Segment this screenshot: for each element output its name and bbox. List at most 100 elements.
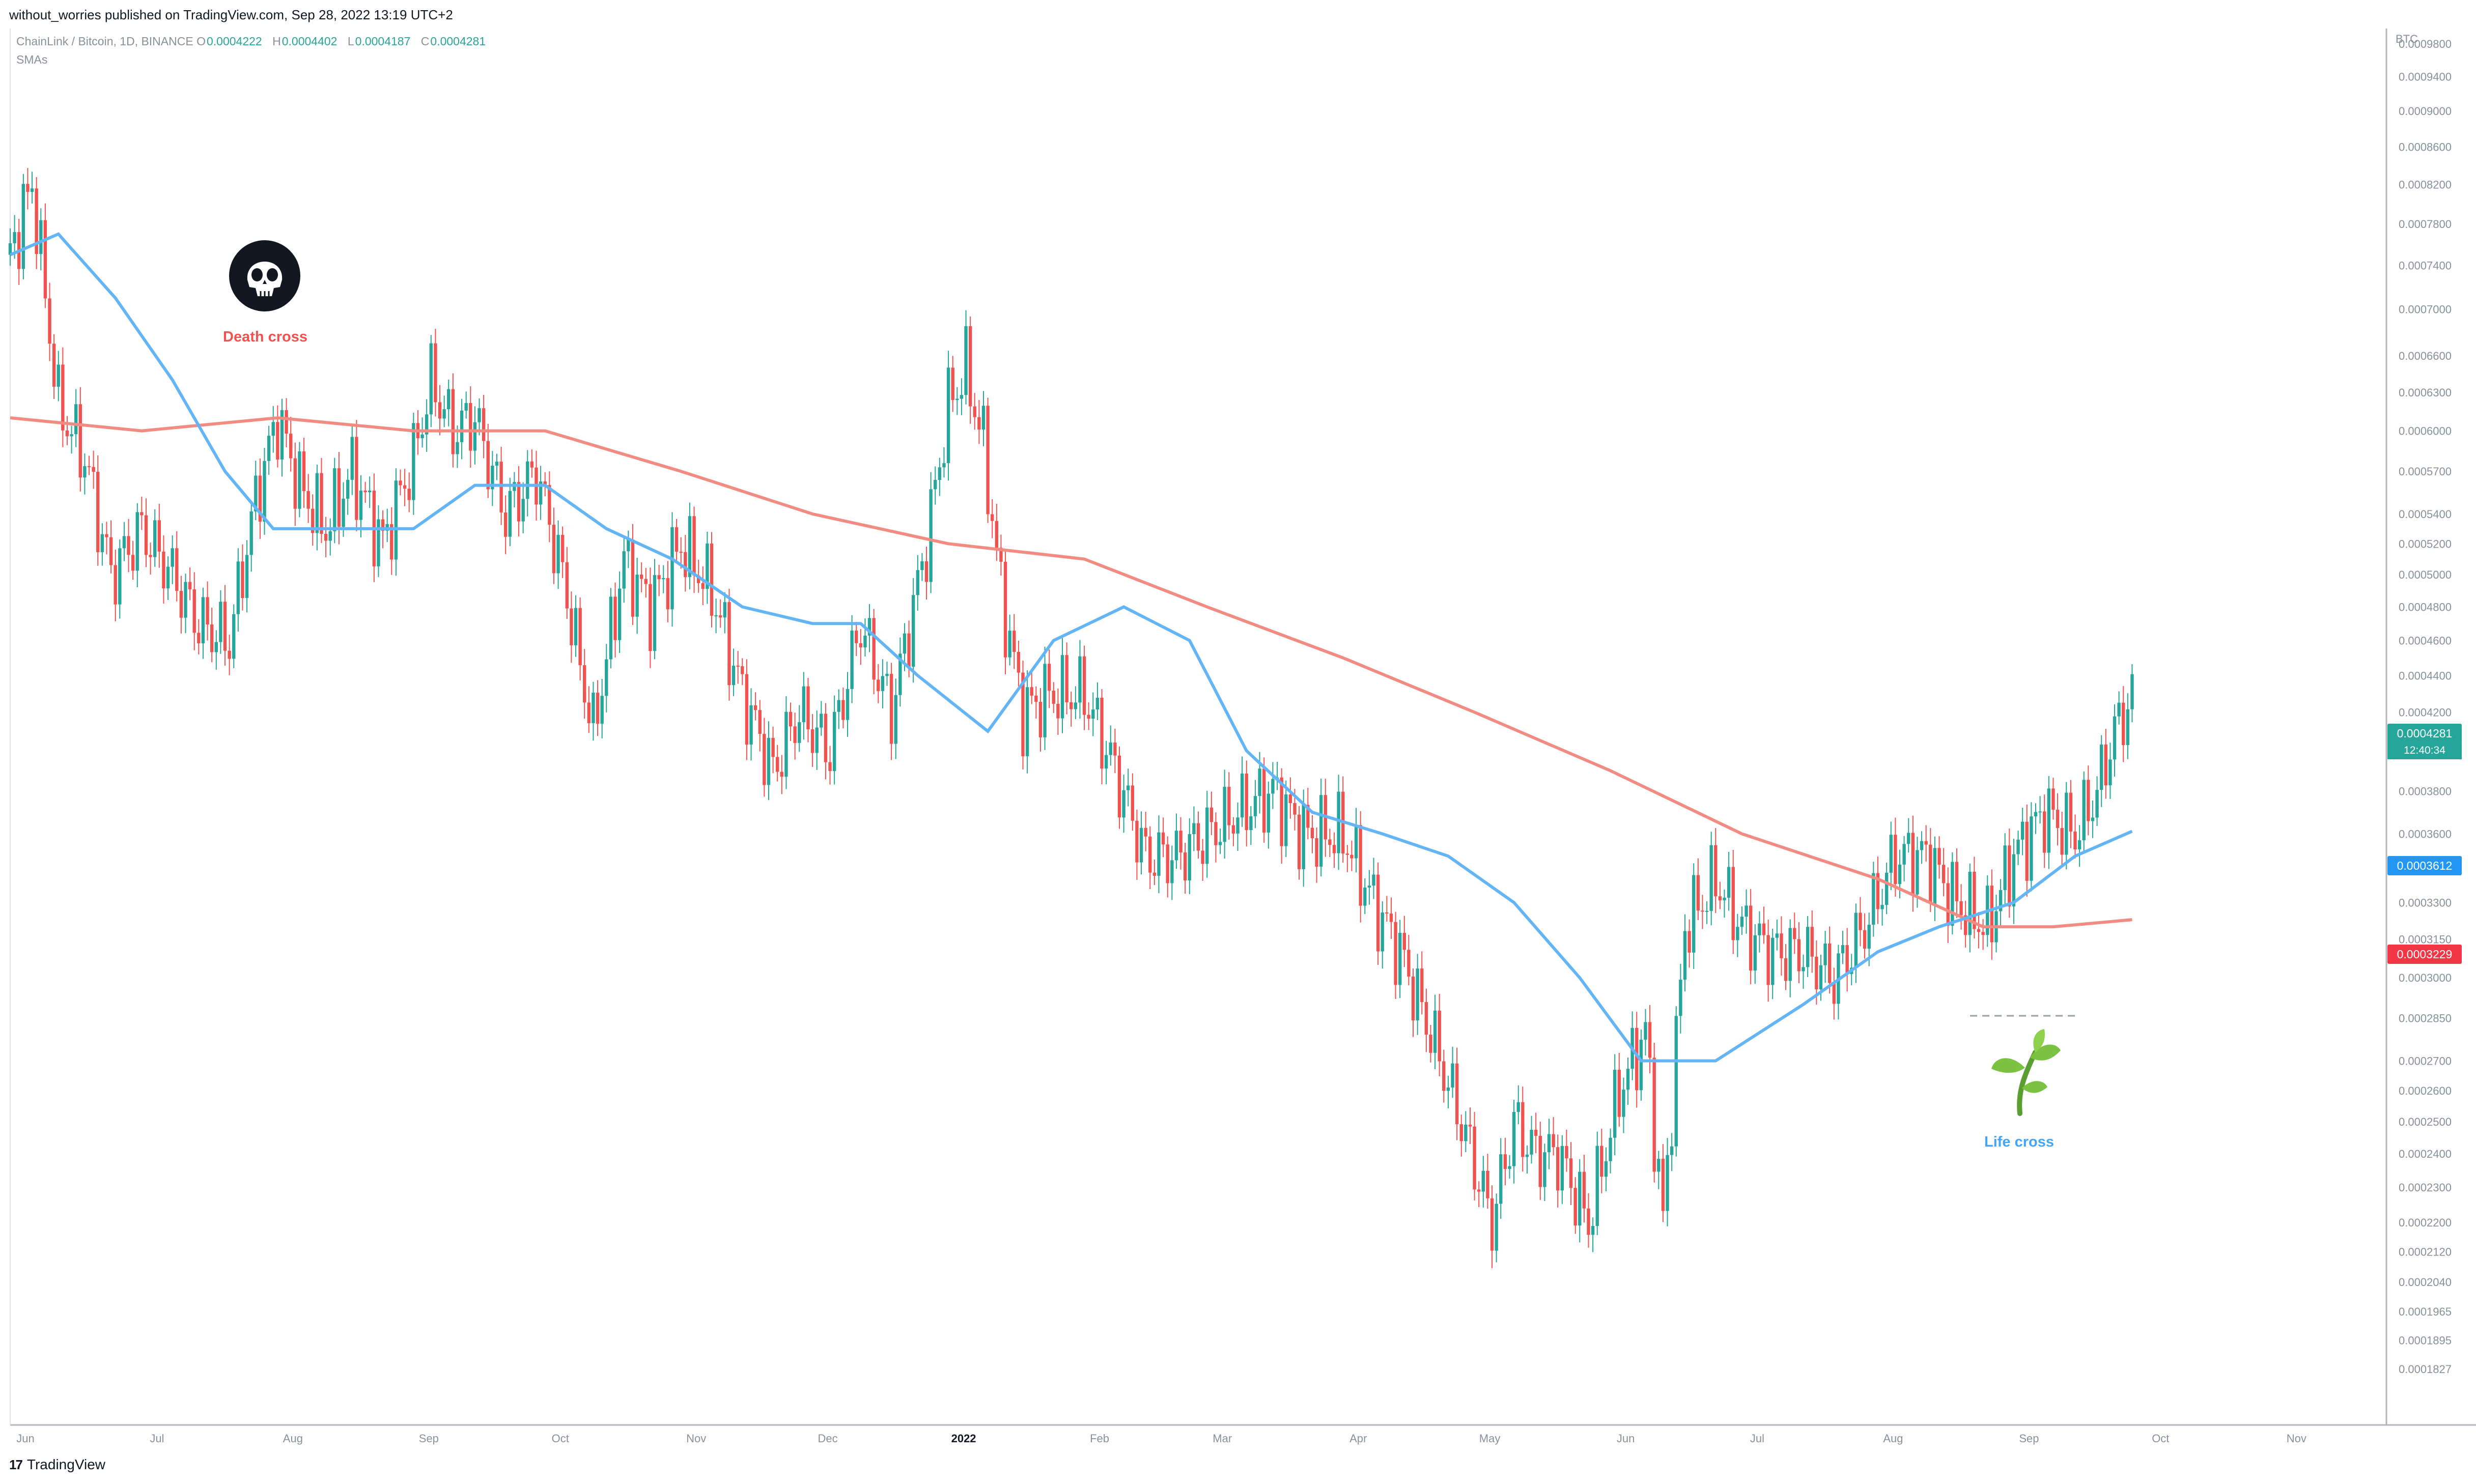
candle-body: [355, 437, 358, 520]
close-value: 0.0004281: [430, 35, 486, 48]
y-tick-label: 0.0001965: [2399, 1305, 2452, 1318]
y-tick-label: 0.0008200: [2399, 178, 2452, 191]
candle-body: [78, 404, 82, 478]
candle-body: [916, 570, 919, 595]
candle-body: [635, 575, 639, 617]
candle-body: [1951, 862, 1954, 926]
y-tick-label: 0.0004400: [2399, 669, 2452, 682]
candle-body: [1337, 791, 1340, 853]
candle-body: [315, 473, 319, 533]
candle-body: [499, 462, 503, 512]
candle-body: [1166, 844, 1169, 883]
candle-body: [1157, 832, 1161, 876]
candle-body: [1731, 867, 1735, 940]
candle-body: [701, 583, 705, 589]
candle-body: [2113, 716, 2117, 760]
x-tick-label: Sep: [2019, 1432, 2039, 1445]
candle-body: [670, 527, 674, 610]
candle-body: [806, 686, 810, 730]
candle-body: [1880, 905, 1884, 909]
candle-body: [324, 533, 328, 541]
candle-body: [1367, 886, 1371, 888]
y-tick-label: 0.0003800: [2399, 785, 2452, 798]
candle-body: [1381, 912, 1384, 952]
candle-body: [13, 232, 16, 244]
candle-body: [1477, 1189, 1481, 1192]
candle-body: [2130, 674, 2134, 709]
candle-body: [2008, 845, 2011, 907]
x-tick-label: May: [1479, 1432, 1501, 1445]
candle-body: [1525, 1154, 1529, 1157]
y-tick-label: 0.0009000: [2399, 105, 2452, 118]
indicator-label[interactable]: SMAs: [16, 53, 48, 66]
y-tick-label: 0.0007000: [2399, 303, 2452, 316]
candle-body: [2025, 821, 2029, 881]
candle-body: [1718, 896, 1722, 901]
candle-body: [2073, 831, 2077, 850]
candle-body: [560, 535, 565, 562]
candle-body: [263, 461, 266, 522]
candle-body: [1639, 1039, 1643, 1091]
y-tick-label: 0.0006000: [2399, 425, 2452, 438]
candle-body: [1003, 561, 1007, 658]
candle-body: [1617, 1070, 1621, 1117]
candle-body: [131, 555, 135, 571]
skull-icon: [229, 240, 300, 311]
candle-body: [1806, 927, 1810, 967]
candle-body: [171, 548, 174, 567]
candle-body: [1310, 827, 1314, 839]
candle-body: [583, 665, 586, 703]
candle-body: [855, 631, 858, 643]
candle-body: [552, 525, 556, 574]
x-tick-label: Nov: [686, 1432, 706, 1445]
candle-body: [1683, 931, 1687, 980]
candle-body: [1288, 794, 1292, 803]
candle-body: [1512, 1111, 1516, 1166]
candle-body: [991, 514, 994, 521]
y-tick-label: 0.0002600: [2399, 1085, 2452, 1097]
candle-body: [793, 726, 797, 743]
candle-body: [504, 512, 508, 537]
candle-body: [1793, 928, 1796, 939]
candle-body: [1753, 935, 1757, 971]
candle-body: [1845, 945, 1849, 974]
candle-body: [1859, 912, 1862, 930]
x-tick-label: Jul: [150, 1432, 164, 1445]
candle-body: [311, 508, 315, 533]
candle-body: [1644, 1022, 1647, 1040]
x-tick-label: Aug: [283, 1432, 303, 1445]
candle-body: [1293, 803, 1297, 815]
candle-body: [249, 511, 253, 555]
candle-body: [1657, 1159, 1661, 1172]
candle-body: [61, 364, 65, 431]
candle-body: [1319, 795, 1323, 867]
candle-body: [526, 461, 529, 499]
candle-body: [657, 575, 661, 580]
candle-body: [1183, 852, 1187, 881]
candle-body: [1780, 933, 1783, 958]
candle-body: [100, 534, 104, 553]
chart-frame: [10, 28, 2476, 1426]
y-tick-label: 0.0002200: [2399, 1216, 2452, 1229]
candle-body: [1012, 631, 1016, 652]
candle-body: [122, 536, 126, 549]
candle-body: [1714, 845, 1718, 897]
candle-body: [798, 722, 801, 743]
candle-body: [1389, 914, 1393, 922]
candle-body: [1350, 854, 1354, 859]
candle-body: [346, 479, 350, 499]
candle-body: [442, 409, 446, 419]
candles: [8, 167, 2134, 1268]
x-tick-label: Oct: [552, 1432, 569, 1445]
candle-body: [83, 466, 87, 478]
y-tick-label: 0.0003300: [2399, 896, 2452, 909]
candle-body: [407, 489, 411, 500]
candle-body: [1832, 983, 1836, 1004]
candle-body: [508, 491, 512, 537]
candle-body: [1499, 1154, 1503, 1204]
candle-body: [1262, 768, 1266, 833]
x-tick-label: Apr: [1349, 1432, 1367, 1445]
candle-body: [1907, 833, 1910, 844]
candle-body: [271, 422, 275, 436]
